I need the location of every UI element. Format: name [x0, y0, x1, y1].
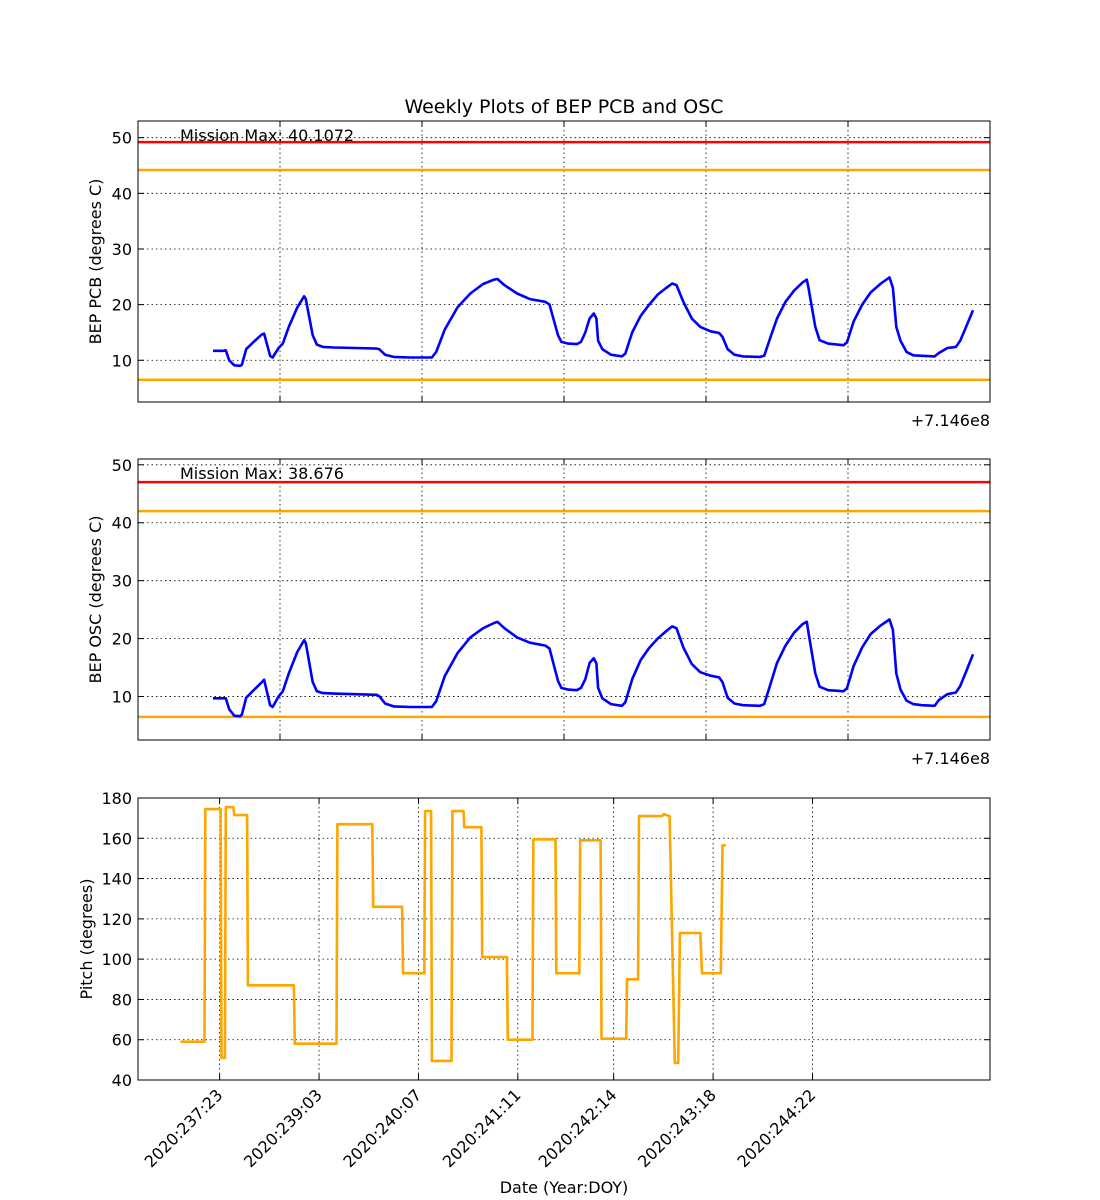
y-tick-label: 10 — [112, 351, 132, 370]
y-tick-label: 20 — [112, 630, 132, 649]
y-axis-label: Pitch (degrees) — [77, 879, 96, 1000]
y-tick-label: 40 — [112, 1071, 132, 1090]
x-tick-label: 2020:239:03 — [240, 1085, 326, 1171]
y-tick-label: 60 — [112, 1031, 132, 1050]
x-tick-label: 2020:237:23 — [141, 1085, 227, 1171]
plot-frame — [137, 797, 991, 1081]
y-tick-label: 20 — [112, 296, 132, 315]
series-line — [213, 276, 975, 368]
series-line — [213, 618, 975, 718]
x-tick-label: 2020:244:22 — [734, 1085, 820, 1171]
y-tick-label: 40 — [112, 184, 132, 203]
y-tick-label: 50 — [112, 456, 132, 475]
plot-area — [138, 798, 990, 1080]
y-tick-label: 100 — [101, 950, 132, 969]
y-axis-label: BEP OSC (degrees C) — [86, 516, 105, 684]
y-tick-label: 50 — [112, 129, 132, 148]
bep-osc-panel: 10 20 30 40 50 Mission Max: 38.676 +7.146e8 BEP… — [86, 456, 991, 768]
y-tick-label: 40 — [112, 514, 132, 533]
mission-max-annotation: Mission Max: 38.676 — [180, 464, 344, 483]
y-tick-label: 160 — [101, 829, 132, 848]
plot-frame — [137, 120, 991, 403]
x-tick-label: 2020:242:14 — [535, 1085, 621, 1171]
y-tick-label: 30 — [112, 572, 132, 591]
x-tick-label: 2020:243:18 — [634, 1085, 720, 1171]
x-tick-label: 2020:241:11 — [439, 1085, 525, 1171]
y-tick-label: 180 — [101, 789, 132, 808]
figure-title: Weekly Plots of BEP PCB and OSC — [404, 96, 723, 118]
pitch-panel: 40 60 80 100 120 140 160 180 2020:237:23 2020:239… — [77, 789, 991, 1171]
x-axis-label: Date (Year:DOY) — [500, 1178, 629, 1197]
y-axis-label: BEP PCB (degrees C) — [86, 179, 105, 345]
y-tick-label: 30 — [112, 240, 132, 259]
x-offset-label: +7.146e8 — [911, 749, 990, 768]
y-tick-label: 10 — [112, 688, 132, 707]
y-tick-label: 80 — [112, 990, 132, 1009]
plot-frame — [137, 458, 991, 741]
x-tick-label: 2020:240:07 — [339, 1085, 425, 1171]
y-tick-label: 120 — [101, 910, 132, 929]
x-offset-label: +7.146e8 — [911, 411, 990, 430]
bep-pcb-panel: 10 20 30 40 50 Mission Max: 40.1072 +7.146e8 BE… — [86, 120, 991, 430]
series-line — [180, 805, 726, 1065]
mission-max-annotation: Mission Max: 40.1072 — [180, 126, 354, 145]
y-tick-label: 140 — [101, 870, 132, 889]
